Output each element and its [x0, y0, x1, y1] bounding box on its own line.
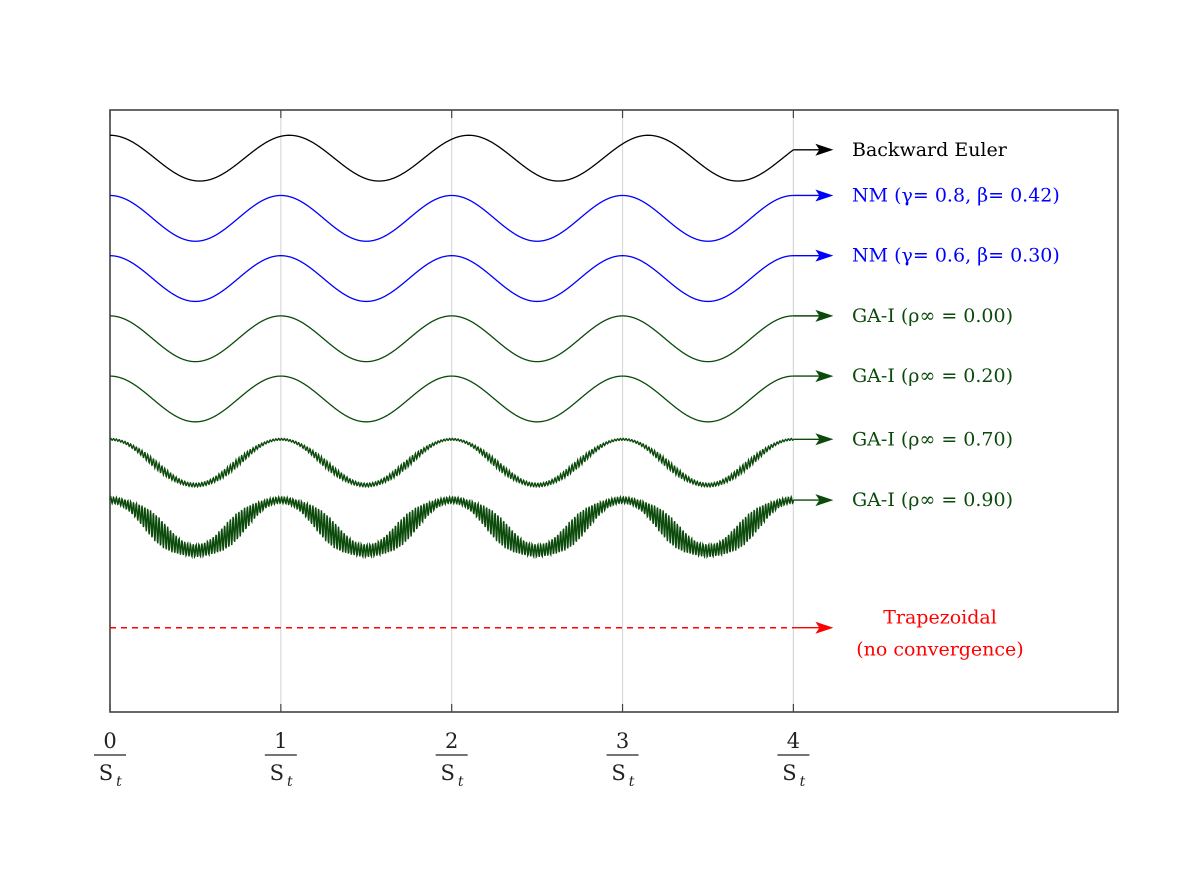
- series-line-6: [109, 494, 795, 560]
- x-tick-subscript-0: t: [116, 774, 122, 790]
- arrow-head-1: [815, 189, 834, 202]
- x-tick-subscript-1: t: [287, 774, 293, 790]
- x-tick-numerator-3: 3: [616, 729, 629, 753]
- arrow-head-7: [815, 621, 834, 634]
- x-tick-subscript-3: t: [629, 774, 635, 790]
- x-tick-subscript-4: t: [800, 774, 806, 790]
- series-label-6: GA-I (ρ∞ = 0.90): [852, 489, 1013, 511]
- x-tick-numerator-2: 2: [445, 729, 458, 753]
- series-label-line2-7: (no convergence): [856, 639, 1023, 661]
- arrow-head-5: [815, 433, 834, 446]
- x-tick-denominator-0: S: [99, 761, 113, 785]
- arrow-head-6: [815, 494, 834, 507]
- arrow-head-3: [815, 309, 834, 322]
- arrow-head-4: [815, 370, 834, 383]
- x-tick-labels: 0 S t 1 S t 2 S t 3 S t 4 S t: [94, 729, 810, 790]
- x-tick-subscript-2: t: [458, 774, 464, 790]
- series-line-2: [109, 255, 794, 303]
- series-lines: [109, 134, 795, 629]
- x-tick-denominator-1: S: [270, 761, 284, 785]
- plot-frame: [109, 109, 1119, 713]
- series-label-2: NM (γ= 0.6, β= 0.30): [852, 245, 1060, 267]
- x-tick-numerator-1: 1: [274, 729, 287, 753]
- x-tick-numerator-0: 0: [103, 729, 116, 753]
- arrow-head-0: [815, 143, 834, 156]
- series-labels: Backward Euler NM (γ= 0.8, β= 0.42) NM (γ=…: [793, 139, 1060, 661]
- grid-lines: [109, 110, 794, 712]
- series-label-0: Backward Euler: [852, 139, 1008, 161]
- series-line-5: [109, 437, 794, 489]
- series-label-4: GA-I (ρ∞ = 0.20): [852, 365, 1013, 387]
- series-label-7: Trapezoidal: [883, 607, 997, 629]
- series-line-1: [109, 194, 794, 242]
- x-tick-denominator-2: S: [440, 761, 454, 785]
- x-tick-numerator-4: 4: [787, 729, 800, 753]
- series-label-3: GA-I (ρ∞ = 0.00): [852, 305, 1013, 327]
- series-label-1: NM (γ= 0.8, β= 0.42): [852, 184, 1060, 206]
- series-line-4: [109, 375, 794, 423]
- x-tick-denominator-3: S: [611, 761, 625, 785]
- series-line-0: [109, 134, 794, 182]
- series-line-3: [109, 315, 794, 363]
- series-label-5: GA-I (ρ∞ = 0.70): [852, 428, 1013, 450]
- x-tick-denominator-4: S: [782, 761, 796, 785]
- arrow-head-2: [815, 249, 834, 262]
